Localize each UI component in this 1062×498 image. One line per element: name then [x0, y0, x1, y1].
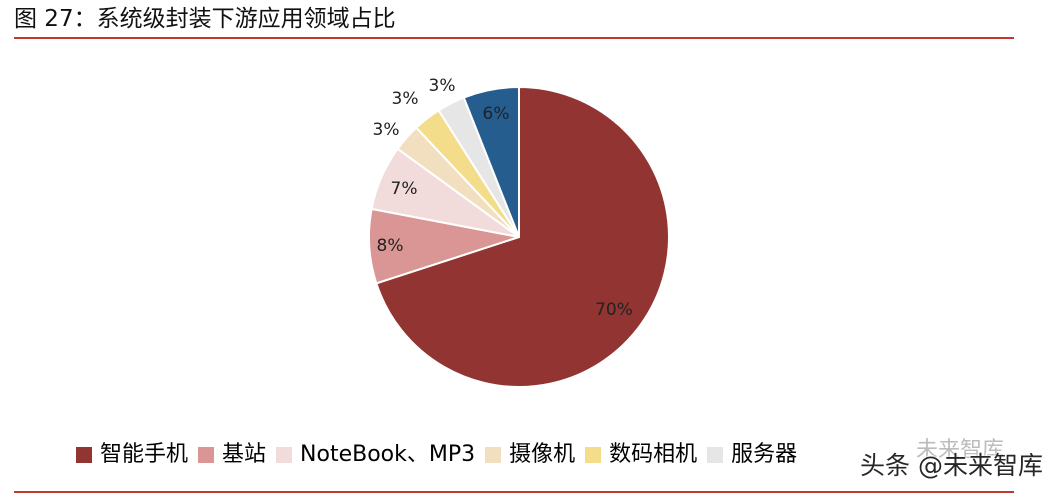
legend-label-3: 摄像机: [509, 442, 576, 467]
legend-item-4: 数码相机: [585, 440, 697, 470]
slice-label-0: 70%: [595, 300, 633, 320]
slice-label-1: 8%: [377, 236, 404, 256]
legend-label-1: 基站: [222, 442, 267, 467]
chart-legend: 智能手机 基站 NoteBook、MP3 摄像机 数码相机 服务器: [76, 440, 807, 470]
pie-slice-6: [462, 85, 520, 238]
slice-label-4: 3%: [392, 89, 419, 109]
legend-label-2: NoteBook、MP3: [300, 442, 476, 467]
legend-swatch-2: [276, 447, 293, 463]
watermark-top: 未来智库: [916, 438, 1005, 463]
bottom-rule: [14, 491, 1014, 493]
pie-labels: 70% 8% 7% 3% 3% 3% 6%: [373, 76, 633, 320]
slice-label-6: 6%: [483, 104, 510, 124]
legend-item-3: 摄像机: [485, 440, 575, 470]
legend-swatch-1: [198, 447, 215, 463]
figure-title: 图 27：系统级封装下游应用领域占比: [14, 6, 396, 32]
legend-label-0: 智能手机: [100, 442, 189, 467]
slice-label-3: 3%: [373, 120, 400, 140]
legend-swatch-4: [585, 447, 602, 463]
legend-swatch-5: [707, 447, 724, 463]
legend-swatch-3: [485, 447, 502, 463]
legend-label-5: 服务器: [731, 442, 798, 467]
legend-swatch-0: [76, 447, 92, 463]
legend-item-1: 基站: [198, 440, 266, 470]
slice-label-5: 3%: [429, 76, 456, 96]
legend-item-5: 服务器: [707, 440, 797, 470]
watermark: 头条 @未来智库: [860, 451, 1043, 480]
legend-item-0: 智能手机: [76, 440, 188, 470]
pie-slices: [368, 85, 670, 388]
top-rule: [14, 37, 1014, 39]
pie-slice-0: [375, 85, 670, 388]
slice-label-2: 7%: [391, 179, 418, 199]
legend-label-4: 数码相机: [609, 442, 698, 467]
legend-item-2: NoteBook、MP3: [276, 440, 475, 470]
